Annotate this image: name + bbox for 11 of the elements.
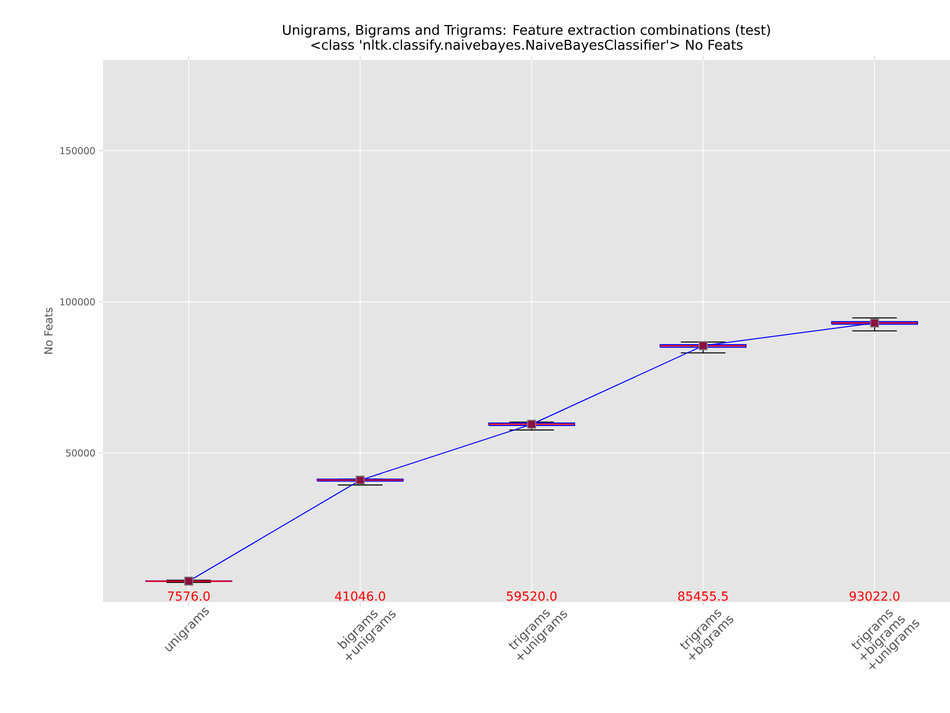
annotation: 41046.0 xyxy=(335,591,386,601)
y-axis-title: No Feats xyxy=(44,308,53,354)
annotation: 93022.0 xyxy=(850,591,900,601)
annotation: 59520.0 xyxy=(506,591,557,601)
y-tick-label: 100000 xyxy=(60,298,95,306)
annotation: 7576.0 xyxy=(168,591,210,601)
y-tick-label: 150000 xyxy=(60,147,95,154)
chart-subtitle: <class 'nltk.classify.naivebayes.NaiveBayesClassifier'> No Feats xyxy=(311,39,743,52)
chart-title: Unigrams, Bigrams and Trigrams: Feature extraction combinations (test) xyxy=(283,24,770,38)
annotation: 85455.5 xyxy=(678,591,728,601)
y-tick-label: 50000 xyxy=(66,449,95,457)
